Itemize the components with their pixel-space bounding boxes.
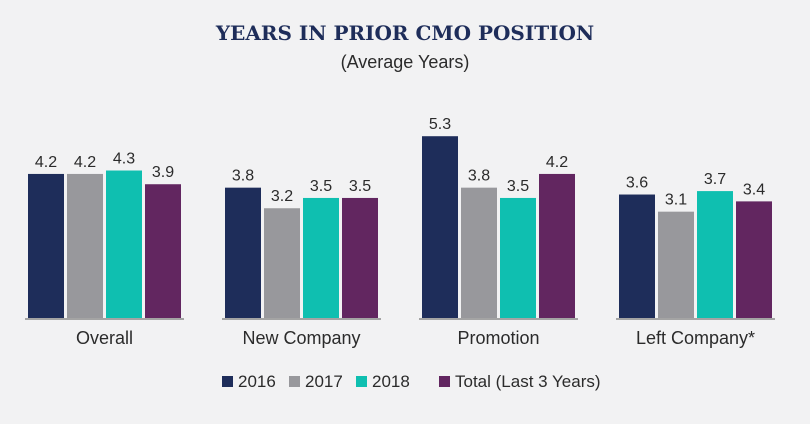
category-axis: Overall New Company Promotion Left Company* [25, 318, 775, 348]
bar-left-company-2018 [697, 191, 733, 318]
bar-overall-2017 [67, 173, 103, 318]
value-label-left-company-2016: 3.6 [626, 175, 648, 192]
legend: 2016 2017 2018 Total (Last 3 Years) [222, 372, 601, 391]
value-label-promotion-2016: 5.3 [429, 116, 451, 133]
value-label-left-company-2018: 3.7 [704, 171, 726, 188]
category-label-overall: Overall [76, 328, 133, 348]
bar-promotion-2016 [422, 136, 458, 318]
bar-left-company-total-last-3-years [736, 201, 772, 318]
bar-left-company-2017 [658, 211, 694, 318]
bar-left-company-2016 [619, 194, 655, 318]
value-label-new-company-total-last-3-years: 3.5 [349, 178, 371, 195]
value-label-promotion-2018: 3.5 [507, 178, 529, 195]
bar-promotion-2017 [461, 187, 497, 318]
bar-new-company-total-last-3-years [342, 197, 378, 318]
value-label-promotion-2017: 3.8 [468, 168, 490, 185]
value-label-left-company-total-last-3-years: 3.4 [743, 181, 765, 198]
bar-promotion-2018 [500, 197, 536, 318]
value-label-overall-2017: 4.2 [74, 154, 96, 171]
value-labels-layer: 4.2 4.2 4.3 3.9 3.8 3.2 3.5 3.5 5.3 3.8 3.5 4.2 3.6 3… [35, 116, 765, 208]
category-label-new-company: New Company [242, 328, 360, 348]
category-label-promotion: Promotion [457, 328, 539, 348]
bar-overall-2016 [28, 173, 64, 318]
legend-swatch-2017 [289, 376, 300, 387]
bar-new-company-2017 [264, 208, 300, 318]
legend-swatch-2018 [356, 376, 367, 387]
legend-label-2018: 2018 [372, 372, 410, 391]
value-label-overall-total-last-3-years: 3.9 [152, 164, 174, 181]
bars-layer [28, 136, 772, 318]
value-label-overall-2018: 4.3 [113, 151, 135, 168]
legend-label-2016: 2016 [238, 372, 276, 391]
value-label-promotion-total-last-3-years: 4.2 [546, 154, 568, 171]
value-label-new-company-2017: 3.2 [271, 188, 293, 205]
bar-promotion-total-last-3-years [539, 173, 575, 318]
bar-new-company-2018 [303, 197, 339, 318]
category-label-left-company: Left Company* [636, 328, 755, 348]
legend-label-2017: 2017 [305, 372, 343, 391]
value-label-new-company-2016: 3.8 [232, 168, 254, 185]
legend-swatch-2016 [222, 376, 233, 387]
chart-title: YEARS IN PRIOR CMO POSITION [215, 21, 594, 45]
bar-new-company-2016 [225, 187, 261, 318]
legend-swatch-total-last-3-years [439, 376, 450, 387]
bar-overall-2018 [106, 170, 142, 318]
legend-label-total-last-3-years: Total (Last 3 Years) [455, 372, 601, 391]
chart-subtitle: (Average Years) [341, 52, 470, 72]
value-label-left-company-2017: 3.1 [665, 192, 687, 209]
bar-overall-total-last-3-years [145, 184, 181, 318]
value-label-overall-2016: 4.2 [35, 154, 57, 171]
value-label-new-company-2018: 3.5 [310, 178, 332, 195]
